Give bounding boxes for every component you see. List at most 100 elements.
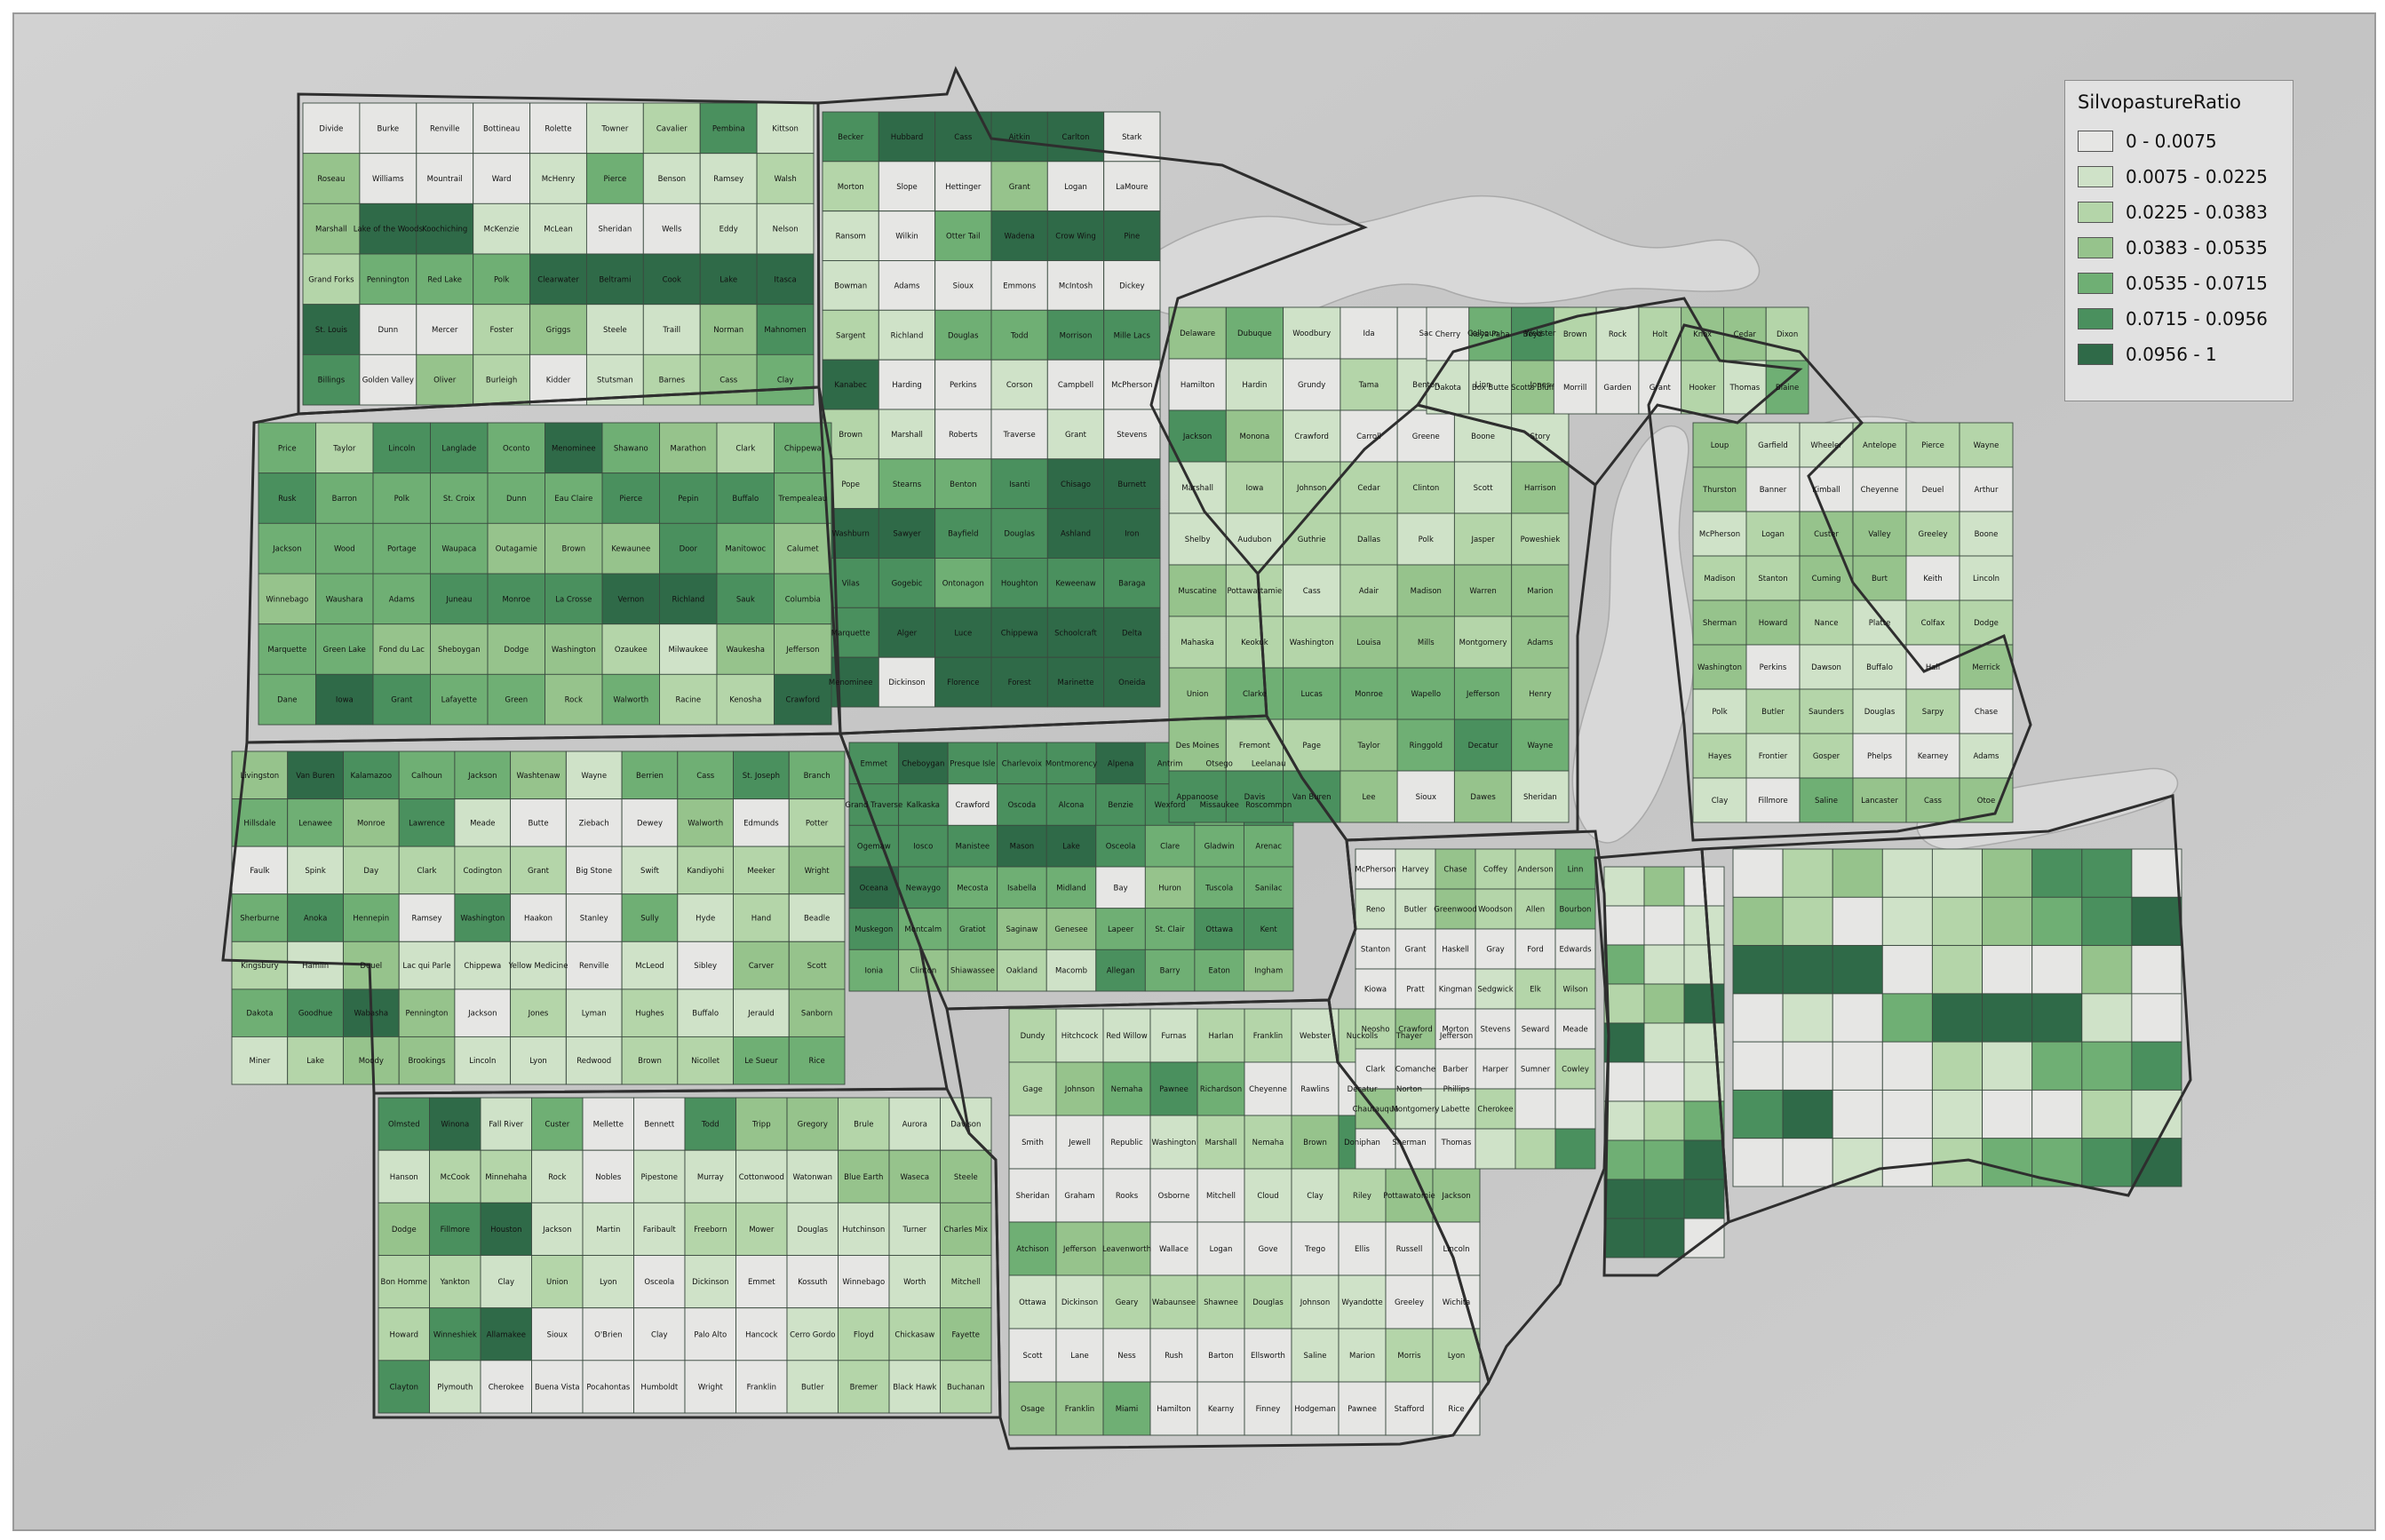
county-polygon[interactable] [677, 893, 734, 942]
county-polygon[interactable] [1881, 848, 1933, 898]
county-polygon[interactable] [1144, 949, 1196, 992]
county-polygon[interactable] [1692, 422, 1747, 468]
county-polygon[interactable] [398, 988, 456, 1037]
county-polygon[interactable] [990, 111, 1048, 163]
county-polygon[interactable] [934, 558, 992, 608]
county-polygon[interactable] [510, 750, 567, 800]
county-polygon[interactable] [1095, 742, 1146, 785]
county-polygon[interactable] [1905, 777, 1960, 823]
county-polygon[interactable] [1931, 1089, 1983, 1139]
county-polygon[interactable] [1103, 359, 1161, 410]
county-polygon[interactable] [1046, 458, 1105, 510]
county-polygon[interactable] [2081, 1041, 2133, 1091]
county-polygon[interactable] [1782, 1138, 1833, 1187]
county-polygon[interactable] [1243, 824, 1294, 868]
county-polygon[interactable] [677, 988, 734, 1037]
county-polygon[interactable] [1643, 1218, 1685, 1258]
county-polygon[interactable] [343, 750, 400, 800]
county-polygon[interactable] [788, 750, 846, 800]
county-polygon[interactable] [480, 1255, 532, 1309]
county-polygon[interactable] [1732, 1089, 1784, 1139]
county-polygon[interactable] [302, 153, 361, 204]
county-polygon[interactable] [1852, 466, 1907, 512]
county-polygon[interactable] [1168, 409, 1227, 463]
county-polygon[interactable] [531, 1360, 584, 1414]
county-polygon[interactable] [878, 111, 936, 163]
county-polygon[interactable] [585, 102, 644, 155]
county-polygon[interactable] [735, 1255, 788, 1309]
county-polygon[interactable] [786, 1097, 839, 1151]
county-polygon[interactable] [1338, 1168, 1387, 1223]
county-polygon[interactable] [1340, 306, 1398, 360]
county-polygon[interactable] [940, 1307, 992, 1361]
county-polygon[interactable] [1196, 1008, 1245, 1063]
county-polygon[interactable] [429, 1255, 481, 1309]
county-polygon[interactable] [1643, 1022, 1685, 1063]
county-polygon[interactable] [1603, 1100, 1645, 1141]
county-polygon[interactable] [1396, 667, 1455, 720]
county-polygon[interactable] [429, 1202, 481, 1256]
county-polygon[interactable] [735, 1202, 788, 1256]
county-polygon[interactable] [1982, 896, 2033, 947]
county-polygon[interactable] [231, 988, 289, 1037]
county-polygon[interactable] [601, 673, 660, 726]
county-polygon[interactable] [947, 824, 998, 868]
county-polygon[interactable] [2131, 1041, 2182, 1091]
county-polygon[interactable] [1008, 1274, 1057, 1330]
county-polygon[interactable] [1745, 466, 1801, 512]
county-polygon[interactable] [1692, 688, 1747, 734]
county-polygon[interactable] [531, 1255, 584, 1309]
county-polygon[interactable] [1603, 983, 1645, 1024]
county-polygon[interactable] [1291, 1221, 1340, 1276]
county-polygon[interactable] [378, 1307, 430, 1361]
county-polygon[interactable] [1732, 1041, 1784, 1091]
county-polygon[interactable] [302, 102, 361, 155]
county-polygon[interactable] [659, 422, 718, 474]
county-polygon[interactable] [529, 153, 587, 204]
county-polygon[interactable] [756, 153, 815, 204]
county-polygon[interactable] [398, 1036, 456, 1085]
county-polygon[interactable] [1355, 1048, 1396, 1090]
county-polygon[interactable] [848, 824, 900, 868]
county-polygon[interactable] [529, 202, 587, 255]
county-polygon[interactable] [1511, 667, 1570, 720]
county-polygon[interactable] [529, 353, 587, 406]
county-polygon[interactable] [1475, 1048, 1516, 1090]
county-polygon[interactable] [1046, 359, 1105, 410]
county-polygon[interactable] [1046, 508, 1105, 559]
county-polygon[interactable] [735, 1097, 788, 1151]
county-polygon[interactable] [659, 673, 718, 726]
county-polygon[interactable] [633, 1255, 686, 1309]
county-polygon[interactable] [1385, 1328, 1434, 1383]
county-polygon[interactable] [1338, 1381, 1387, 1436]
county-polygon[interactable] [582, 1202, 634, 1256]
county-polygon[interactable] [822, 161, 879, 212]
county-polygon[interactable] [1745, 733, 1801, 779]
county-polygon[interactable] [990, 210, 1048, 261]
county-polygon[interactable] [1643, 1179, 1685, 1219]
county-polygon[interactable] [888, 1307, 941, 1361]
county-polygon[interactable] [1196, 1328, 1245, 1383]
county-polygon[interactable] [585, 304, 644, 355]
county-polygon[interactable] [1426, 306, 1470, 361]
county-polygon[interactable] [2131, 993, 2182, 1043]
county-polygon[interactable] [416, 153, 474, 204]
county-polygon[interactable] [934, 607, 992, 658]
county-polygon[interactable] [1045, 866, 1097, 909]
county-polygon[interactable] [480, 1149, 532, 1203]
county-polygon[interactable] [990, 260, 1048, 311]
county-polygon[interactable] [1225, 667, 1284, 720]
county-polygon[interactable] [1514, 1048, 1556, 1090]
county-polygon[interactable] [1511, 409, 1570, 463]
county-polygon[interactable] [1435, 968, 1476, 1010]
county-polygon[interactable] [1395, 928, 1436, 970]
county-polygon[interactable] [684, 1097, 736, 1151]
county-polygon[interactable] [1832, 945, 1883, 995]
county-polygon[interactable] [1931, 1041, 1983, 1091]
county-polygon[interactable] [1683, 1139, 1725, 1180]
county-polygon[interactable] [1905, 599, 1960, 646]
county-polygon[interactable] [1554, 888, 1596, 930]
county-polygon[interactable] [621, 798, 679, 847]
county-polygon[interactable] [786, 1202, 839, 1256]
county-polygon[interactable] [2081, 1138, 2133, 1187]
